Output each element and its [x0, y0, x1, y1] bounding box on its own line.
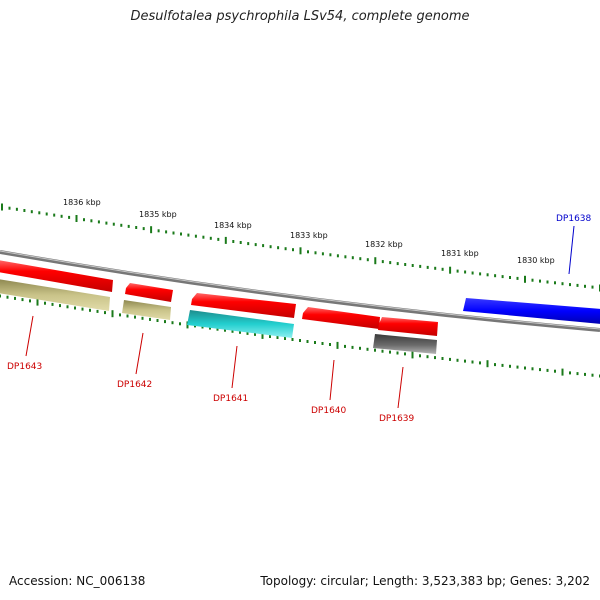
leader-line — [231, 345, 238, 389]
genome-backbone — [0, 250, 600, 332]
leader-line — [135, 332, 144, 375]
scale-ticks-inner — [0, 294, 600, 378]
feature-block — [187, 310, 294, 338]
map-title: Desulfotalea psychrophila LSv54, complet… — [130, 9, 470, 24]
gene-label[interactable]: DP1642 — [117, 380, 152, 390]
scale-label: 1836 kbp — [63, 198, 101, 207]
scale-label: 1834 kbp — [214, 221, 252, 230]
feature-block — [0, 279, 110, 311]
gene-label[interactable]: DP1641 — [213, 394, 248, 404]
scale-label: 1832 kbp — [365, 240, 403, 249]
scale-label: 1831 kbp — [441, 249, 479, 258]
leader-line — [329, 359, 335, 401]
leader-line — [397, 366, 404, 409]
scale-label: 1833 kbp — [290, 231, 328, 240]
leader-line — [568, 225, 575, 275]
other-features — [0, 279, 437, 354]
gene-label[interactable]: DP1639 — [379, 414, 415, 424]
feature-block — [373, 334, 437, 354]
genome-summary: Topology: circular; Length: 3,523,383 bp… — [260, 574, 590, 588]
gene-label[interactable]: DP1640 — [311, 406, 347, 416]
gene-arrow — [463, 298, 600, 324]
scale-label: 1830 kbp — [517, 256, 555, 265]
feature-block — [122, 300, 171, 320]
forward-cds-features — [0, 260, 438, 336]
gene-arrow — [125, 283, 173, 302]
gene-arrow — [0, 260, 113, 292]
genome-backbone-highlight — [0, 250, 600, 330]
scale-ticks-outer — [1, 203, 600, 292]
leader-line — [25, 315, 34, 357]
accession-text: Accession: NC_006138 — [9, 574, 146, 588]
gene-label[interactable]: DP1638 — [556, 214, 592, 224]
scale-label: 1835 kbp — [139, 210, 177, 219]
gene-arrow — [191, 293, 296, 318]
gene-arrow — [302, 307, 380, 329]
gene-label[interactable]: DP1643 — [7, 362, 42, 372]
gene-arrow — [378, 317, 438, 336]
